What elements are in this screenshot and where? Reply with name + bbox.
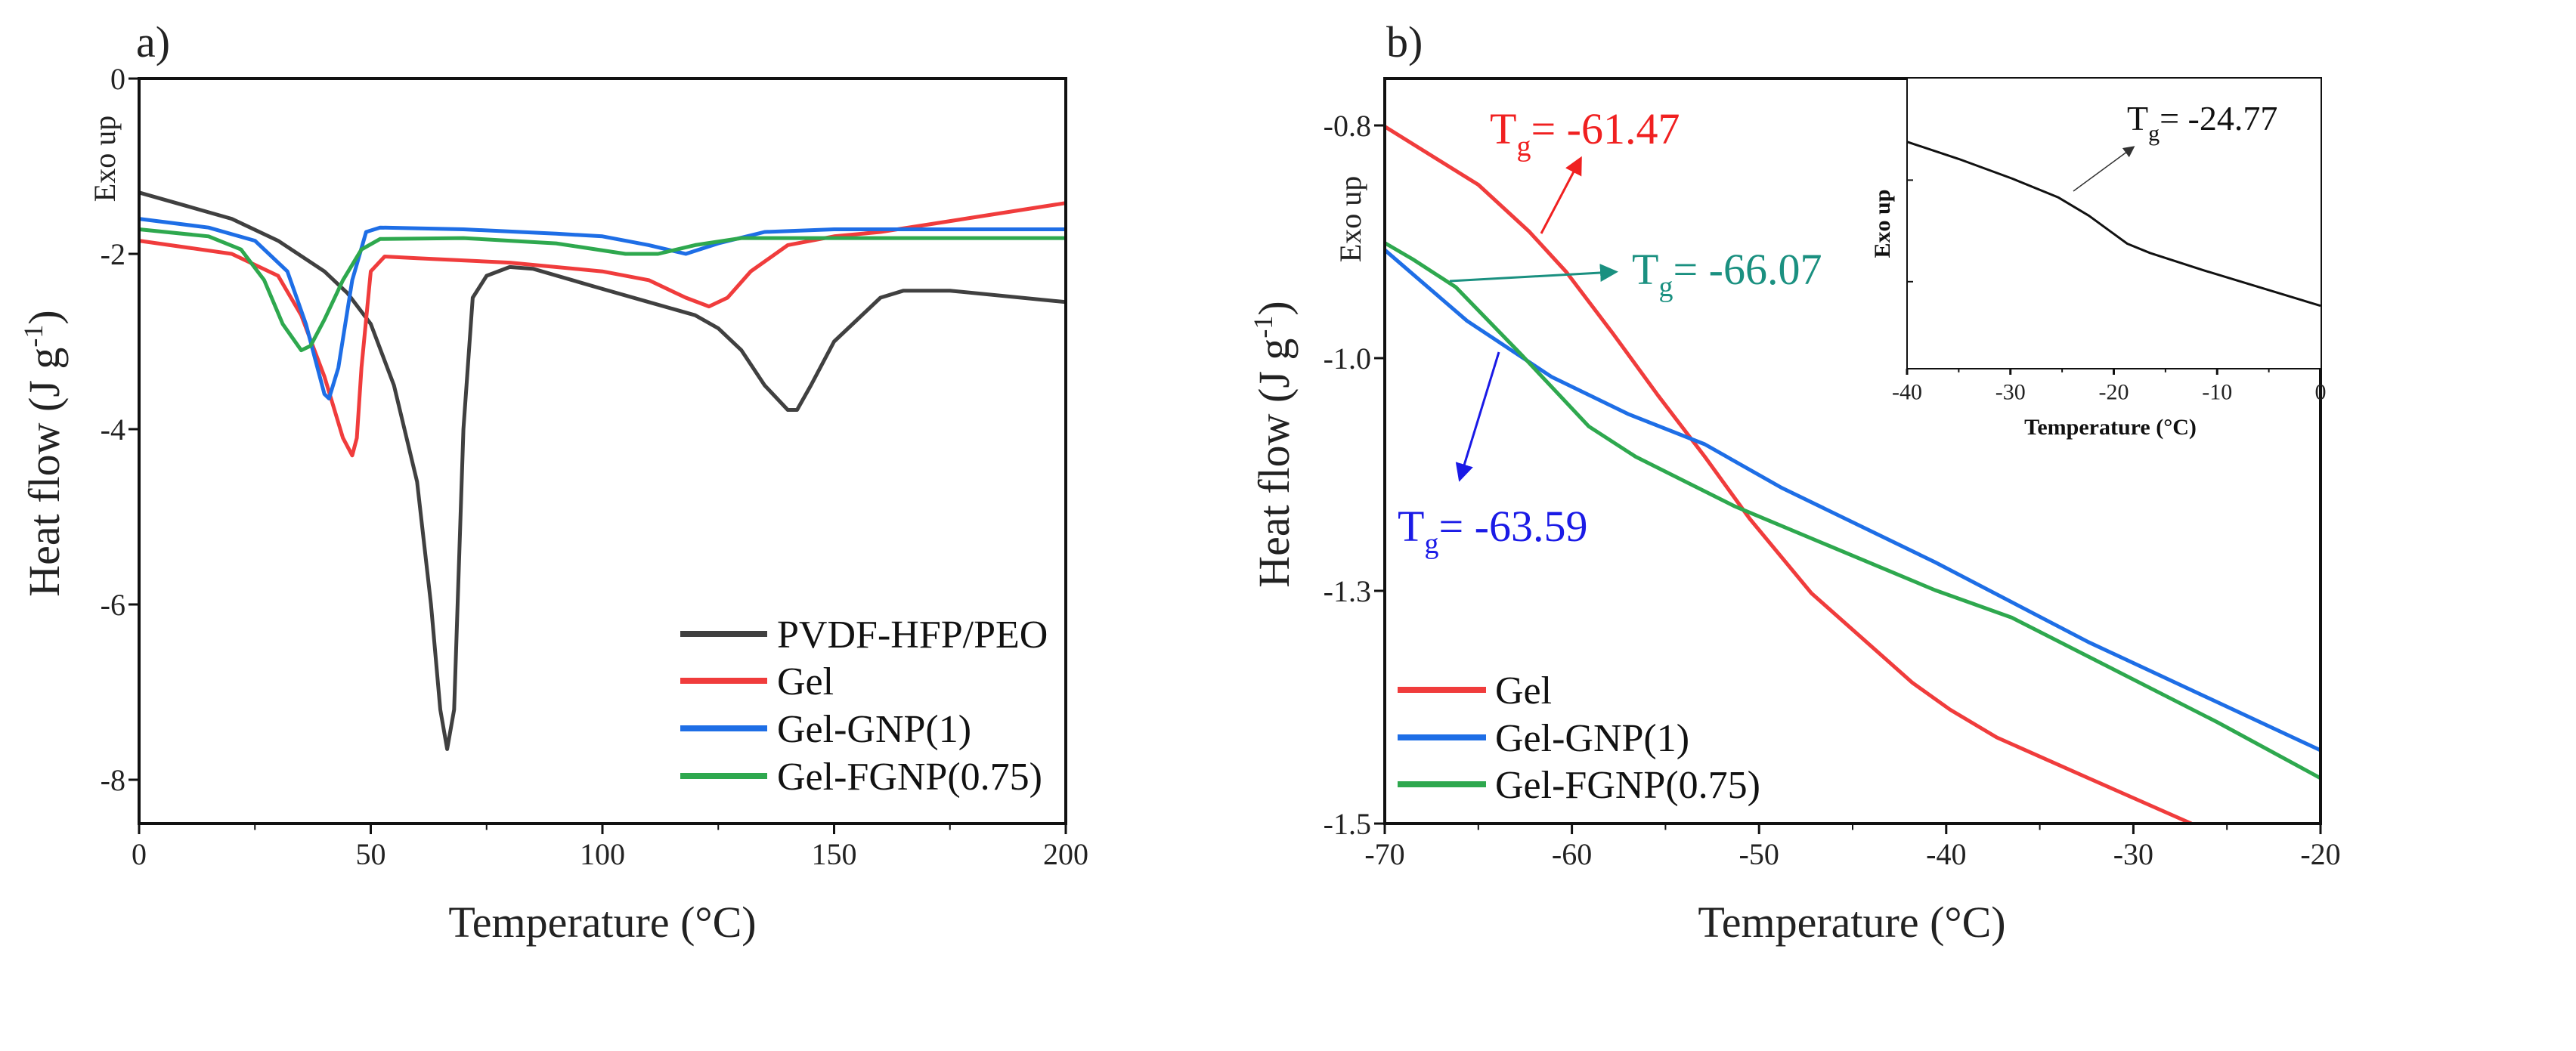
series-line-pvdf-hfp-peo bbox=[138, 190, 1067, 751]
panel-a-label: a) bbox=[136, 17, 170, 66]
x-tick-label: -20 bbox=[2300, 837, 2340, 871]
series-line-gel-gnp-1- bbox=[1383, 248, 2322, 753]
panel-b-exo-label: Exo up bbox=[1333, 176, 1367, 262]
y-tick-label: -8 bbox=[101, 763, 125, 797]
tg-gel-gnp-annotation: Tg= -63.59 bbox=[1398, 502, 1587, 560]
tg-gel-fgnp-arrow bbox=[1449, 264, 1618, 283]
y-tick-label: -1.3 bbox=[1324, 574, 1371, 608]
x-tick-label: 200 bbox=[1043, 837, 1088, 871]
legend-label-gel: Gel bbox=[777, 660, 834, 703]
x-tick-label: -40 bbox=[1892, 380, 1922, 405]
series-line-gel bbox=[138, 201, 1067, 458]
x-tick-label: -70 bbox=[1364, 837, 1404, 871]
y-tick-label: -6 bbox=[101, 588, 125, 622]
tg-gel-arrow bbox=[1540, 156, 1582, 234]
y-tick-label: -2 bbox=[101, 237, 125, 271]
y-tick-label: -4 bbox=[101, 413, 125, 447]
inset-y-axis-title: Exo up bbox=[1870, 190, 1895, 258]
inset-x-axis-title: Temperature (°C) bbox=[2024, 415, 2197, 440]
panel-b-chart: b) -70 -60 -50 -40 -30 -20 -0.8 -1.0 -1.3 -1.5 Ex… bbox=[1248, 17, 2341, 947]
panel-a-ticks: 0 50 100 150 200 0 -2 -4 -6 -8 bbox=[101, 62, 1088, 871]
legend-label-gel-gnp: Gel-GNP(1) bbox=[1495, 717, 1689, 760]
tg-inset-arrow bbox=[2073, 146, 2135, 192]
panel-a-legend: PVDF-HFP/PEO Gel Gel-GNP(1) Gel-FGNP(0.7… bbox=[680, 614, 1048, 799]
panel-b-series bbox=[1383, 125, 2322, 826]
panel-a-chart: a) 0 50 100 150 200 0 -2 -4 -6 -8 Exo up Heat flo… bbox=[18, 17, 1088, 947]
x-tick-label: 50 bbox=[356, 837, 386, 871]
x-tick-label: 0 bbox=[2315, 380, 2327, 405]
panel-b-label: b) bbox=[1386, 17, 1423, 66]
x-tick-label: -60 bbox=[1552, 837, 1592, 871]
tg-gel-annotation: Tg= -61.47 bbox=[1490, 104, 1680, 162]
x-tick-label: -50 bbox=[1739, 837, 1779, 871]
inset-chart: -40 -30 -20 -10 0 Exo up Temperature (°C) Tg… bbox=[1870, 79, 2327, 440]
y-tick-label: 0 bbox=[110, 62, 125, 96]
y-tick-label: -1.0 bbox=[1324, 342, 1371, 376]
tg-gel-fgnp-annotation: Tg= -66.07 bbox=[1632, 245, 1822, 303]
x-tick-label: 150 bbox=[812, 837, 857, 871]
x-tick-label: 0 bbox=[132, 837, 147, 871]
x-tick-label: -10 bbox=[2202, 380, 2232, 405]
legend-label-pvdf: PVDF-HFP/PEO bbox=[777, 614, 1048, 657]
panel-b-ticks: -70 -60 -50 -40 -30 -20 -0.8 -1.0 -1.3 -1.5 bbox=[1324, 109, 2341, 871]
panel-a-series bbox=[138, 190, 1067, 751]
panel-a-exo-label: Exo up bbox=[88, 116, 122, 202]
panel-b-legend: Gel Gel-GNP(1) Gel-FGNP(0.75) bbox=[1398, 669, 1760, 807]
legend-label-gel: Gel bbox=[1495, 669, 1552, 713]
legend-label-gel-fgnp: Gel-FGNP(0.75) bbox=[1495, 764, 1760, 807]
inset-series bbox=[1906, 141, 2321, 308]
legend-label-gel-gnp: Gel-GNP(1) bbox=[777, 708, 971, 751]
x-tick-label: -30 bbox=[2113, 837, 2153, 871]
series-line-gel-gnp-1- bbox=[138, 217, 1066, 400]
series-line-gel-fgnp-0-75- bbox=[1383, 241, 2322, 781]
panel-a-y-axis-title: Heat flow (J g-1) bbox=[18, 310, 69, 597]
y-tick-label: -1.5 bbox=[1324, 807, 1371, 841]
panel-a-x-axis-title: Temperature (°C) bbox=[448, 898, 756, 947]
series-line-gel bbox=[1383, 125, 2193, 826]
series-line-gel-inset bbox=[1906, 141, 2321, 308]
legend-label-gel-fgnp: Gel-FGNP(0.75) bbox=[777, 756, 1042, 799]
series-line-gel-fgnp-0-75- bbox=[138, 227, 1066, 353]
panel-b-y-axis-title: Heat flow (J g-1) bbox=[1248, 301, 1299, 588]
x-tick-label: -40 bbox=[1926, 837, 1966, 871]
x-tick-label: -30 bbox=[1995, 380, 2026, 405]
tg-gel-gnp-arrow bbox=[1455, 351, 1500, 482]
tg-inset-annotation: Tg= -24.77 bbox=[2127, 99, 2277, 146]
panel-b-x-axis-title: Temperature (°C) bbox=[1698, 898, 2005, 947]
x-tick-label: 100 bbox=[580, 837, 625, 871]
x-tick-label: -20 bbox=[2099, 380, 2129, 405]
y-tick-label: -0.8 bbox=[1324, 109, 1371, 143]
inset-ticks: -40 -30 -20 -10 0 bbox=[1892, 179, 2327, 405]
